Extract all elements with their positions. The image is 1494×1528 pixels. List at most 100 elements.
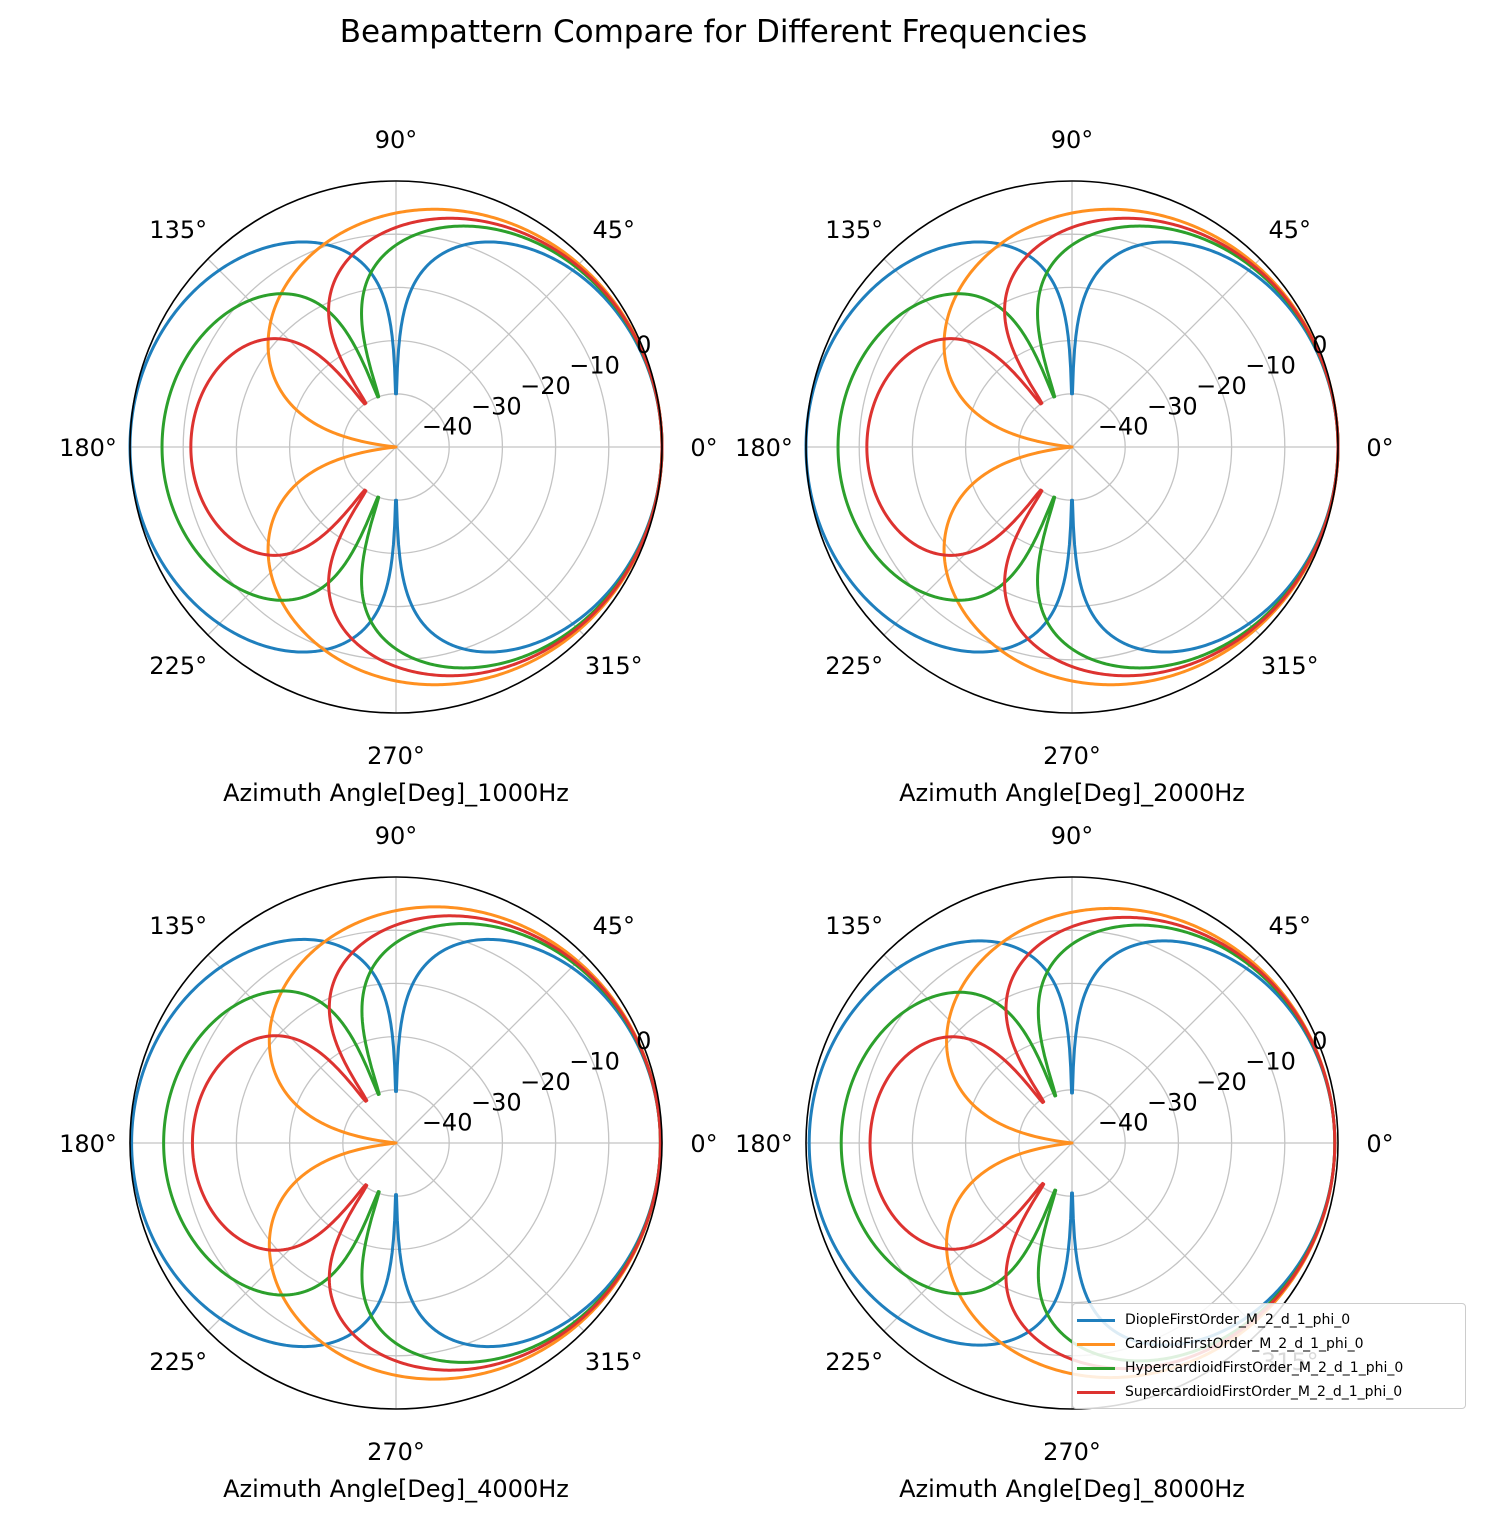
- angle-tick-label: 315°: [585, 652, 643, 680]
- polar-subplot: 0° 45° 90° 135° 180° 225° 270° 315° −40−30−20−10…: [59, 126, 718, 807]
- angle-tick-label: 135°: [149, 216, 207, 244]
- angle-tick-label: 180°: [59, 1130, 117, 1158]
- radial-tick-label: −40: [1098, 1109, 1149, 1137]
- radial-tick-label: −40: [422, 1109, 473, 1137]
- angle-tick-label: 45°: [1269, 912, 1312, 940]
- radial-tick-label: −10: [569, 1048, 620, 1076]
- angular-gridline: [395, 258, 585, 448]
- angular-gridline: [395, 1142, 585, 1332]
- polar-subplot: 0° 45° 90° 135° 180° 225° 270° 315° −40−30−20−10…: [59, 822, 718, 1503]
- angular-gridline: [1071, 1142, 1261, 1332]
- angular-gridline: [883, 258, 1073, 448]
- angular-gridline: [207, 446, 397, 636]
- angular-gridline: [1071, 446, 1261, 636]
- angle-tick-label: 90°: [375, 126, 418, 154]
- angular-gridline: [395, 446, 585, 636]
- radial-tick-label: 0: [636, 331, 651, 359]
- legend-swatch: [1077, 1318, 1115, 1322]
- angle-tick-label: 90°: [375, 822, 418, 850]
- angle-tick-label: 180°: [735, 434, 793, 462]
- angle-tick-label: 135°: [825, 912, 883, 940]
- x-axis-label: Azimuth Angle[Deg]_1000Hz: [223, 779, 569, 807]
- polar-frame: [805, 180, 1339, 714]
- angle-tick-label: 45°: [1269, 216, 1312, 244]
- angle-tick-label: 270°: [1043, 742, 1101, 770]
- legend: DiopleFirstOrder_M_2_d_1_phi_0 CardioidF…: [1072, 1303, 1466, 1409]
- legend-item: HypercardioidFirstOrder_M_2_d_1_phi_0: [1073, 1356, 1465, 1380]
- polar-frame: [805, 876, 1339, 1410]
- radial-tick-label: −20: [1196, 1068, 1247, 1096]
- angle-tick-label: 225°: [825, 652, 883, 680]
- x-axis-label: Azimuth Angle[Deg]_2000Hz: [899, 779, 1245, 807]
- angle-tick-label: 270°: [1043, 1438, 1101, 1466]
- angle-tick-label: 315°: [585, 1348, 643, 1376]
- angle-tick-label: 180°: [59, 434, 117, 462]
- radial-tick-label: −20: [520, 1068, 571, 1096]
- legend-item: SupercardioidFirstOrder_M_2_d_1_phi_0: [1073, 1380, 1465, 1404]
- angle-tick-label: 315°: [1261, 652, 1319, 680]
- angle-tick-label: 270°: [367, 1438, 425, 1466]
- radial-tick-label: −40: [1098, 413, 1149, 441]
- angular-gridline: [207, 1142, 397, 1332]
- angle-tick-label: 0°: [1366, 434, 1393, 462]
- angular-gridline: [1071, 258, 1261, 448]
- radial-tick-label: 0: [1312, 331, 1327, 359]
- radial-tick-label: −10: [569, 352, 620, 380]
- angular-gridline: [883, 446, 1073, 636]
- series-line: [160, 224, 664, 670]
- angular-gridline: [207, 258, 397, 448]
- x-axis-label: Azimuth Angle[Deg]_4000Hz: [223, 1475, 569, 1503]
- angular-gridline: [883, 1142, 1073, 1332]
- angle-tick-label: 225°: [149, 1348, 207, 1376]
- legend-item: DiopleFirstOrder_M_2_d_1_phi_0: [1073, 1308, 1465, 1332]
- angle-tick-label: 45°: [593, 912, 636, 940]
- legend-label: DiopleFirstOrder_M_2_d_1_phi_0: [1125, 1312, 1351, 1328]
- radial-tick-label: −30: [471, 1088, 522, 1116]
- angle-tick-label: 0°: [1366, 1130, 1393, 1158]
- radial-tick-label: −20: [520, 372, 571, 400]
- legend-label: CardioidFirstOrder_M_2_d_1_phi_0: [1125, 1336, 1364, 1352]
- x-axis-label: Azimuth Angle[Deg]_8000Hz: [899, 1475, 1245, 1503]
- series-line: [865, 216, 1340, 678]
- angular-gridline: [883, 954, 1073, 1144]
- series-line: [162, 922, 662, 1364]
- radial-tick-label: 0: [1312, 1027, 1327, 1055]
- series-line: [130, 937, 662, 1349]
- angle-tick-label: 0°: [690, 434, 717, 462]
- radial-tick-label: −30: [1147, 1088, 1198, 1116]
- angular-gridline: [207, 954, 397, 1144]
- radial-tick-label: 0: [636, 1027, 651, 1055]
- legend-swatch: [1077, 1366, 1115, 1370]
- figure-title: Beampattern Compare for Different Freque…: [339, 14, 1088, 50]
- polar-frame: [129, 876, 663, 1410]
- legend-swatch: [1077, 1342, 1115, 1346]
- series-line: [836, 224, 1340, 670]
- radial-tick-label: −40: [422, 413, 473, 441]
- series-line: [267, 905, 662, 1381]
- radial-tick-label: −30: [471, 392, 522, 420]
- radial-tick-label: −10: [1245, 352, 1296, 380]
- radial-tick-label: −10: [1245, 1048, 1296, 1076]
- series-line: [266, 207, 664, 687]
- legend-label: HypercardioidFirstOrder_M_2_d_1_phi_0: [1125, 1360, 1404, 1376]
- angle-tick-label: 225°: [149, 652, 207, 680]
- angular-gridline: [1071, 954, 1261, 1144]
- series-line: [942, 207, 1340, 687]
- series-line: [190, 914, 662, 1372]
- legend-swatch: [1077, 1390, 1115, 1394]
- series-line: [189, 216, 664, 678]
- angular-gridline: [395, 954, 585, 1144]
- angle-tick-label: 135°: [825, 216, 883, 244]
- polar-frame: [129, 180, 663, 714]
- angle-tick-label: 135°: [149, 912, 207, 940]
- angle-tick-label: 90°: [1051, 822, 1094, 850]
- legend-item: CardioidFirstOrder_M_2_d_1_phi_0: [1073, 1332, 1465, 1356]
- polar-subplot: 0° 45° 90° 135° 180° 225° 270° 315° −40−30−20−10…: [735, 126, 1394, 807]
- angle-tick-label: 0°: [690, 1130, 717, 1158]
- legend-label: SupercardioidFirstOrder_M_2_d_1_phi_0: [1125, 1384, 1403, 1400]
- angle-tick-label: 90°: [1051, 126, 1094, 154]
- angle-tick-label: 225°: [825, 1348, 883, 1376]
- radial-tick-label: −20: [1196, 372, 1247, 400]
- angle-tick-label: 45°: [593, 216, 636, 244]
